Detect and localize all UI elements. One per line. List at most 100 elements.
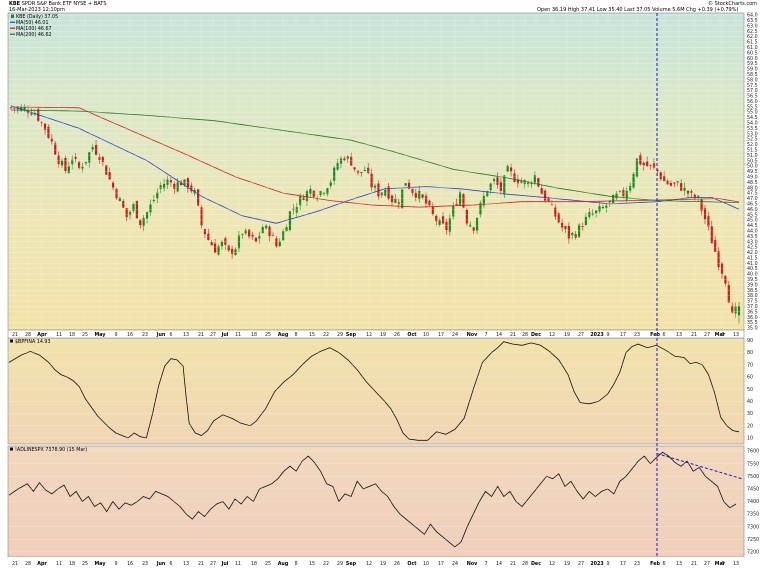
bottom-date-tick-label: 21 (691, 561, 697, 567)
candle-body (578, 224, 581, 238)
security-name: SPDR S&P Bank ETF (21, 1, 72, 7)
candle-body (288, 211, 292, 231)
candle-body (275, 238, 278, 247)
symbol: KBE (9, 1, 21, 7)
adline-tick-label: 7350 (747, 512, 759, 518)
bottom-date-tick-label: May (95, 561, 107, 567)
price-tick-label: 38.0 (747, 293, 758, 299)
ma200-line (10, 109, 740, 203)
candle-body (166, 179, 169, 185)
candle-body (380, 192, 383, 196)
candle-body (261, 227, 264, 234)
bottom-date-tick-label: 29 (337, 561, 343, 567)
adline-tick-label: 7200 (747, 550, 759, 556)
candle-body (101, 157, 104, 162)
candle-body (506, 165, 509, 172)
candle-body (499, 181, 502, 191)
candle-body (714, 239, 717, 252)
candle-body (564, 226, 567, 230)
candle-body (401, 189, 404, 208)
panel-3-background (7, 445, 745, 558)
date-tick-label: Dec (531, 332, 541, 338)
price-tick-label: 63.0 (747, 23, 758, 29)
price-legend-entry: MA(100) 46.67 (16, 26, 52, 32)
candle-body (30, 113, 33, 115)
date-tick-label: Oct (407, 332, 417, 338)
candle-body (526, 181, 530, 184)
candle-body (690, 191, 693, 193)
price-tick-label: 56.0 (747, 99, 758, 105)
bottom-date-tick-label: 28 (522, 561, 528, 567)
candle-body (237, 235, 241, 249)
date-tick-label: 29 (337, 332, 343, 338)
price-tick-label: 51.0 (747, 153, 758, 159)
candle-body (472, 227, 475, 231)
candle-body (125, 208, 128, 218)
date-tick-label: 18 (251, 332, 257, 338)
candle-body (43, 123, 47, 130)
candle-body (584, 216, 588, 226)
date-tick-label: 22 (323, 332, 329, 338)
candle-body (543, 190, 547, 201)
candle-body (639, 154, 642, 165)
bottom-date-tick-label: 9 (606, 561, 609, 567)
date-tick-label: Jun (156, 332, 166, 338)
bottom-date-tick-label: 17 (438, 561, 444, 567)
date-tick-label: 26 (394, 332, 400, 338)
adline-tick-label: 7300 (747, 524, 759, 530)
date-tick-label: 25 (82, 332, 88, 338)
candle-body (479, 202, 482, 215)
date-tick-label: 2023 (590, 332, 603, 338)
candle-body (601, 207, 605, 209)
candle-body (700, 199, 703, 211)
candle-body (77, 162, 81, 168)
candle-body (339, 158, 343, 164)
candle-body (16, 107, 19, 110)
candle-body (346, 156, 349, 159)
candle-body (683, 187, 686, 191)
bottom-date-tick-label: 23 (634, 561, 640, 567)
bottom-date-tick-label: 13 (183, 561, 189, 567)
bpfina-tick-label: 80 (747, 350, 753, 356)
ma50-line (10, 105, 740, 224)
price-tick-label: 60.0 (747, 56, 758, 62)
candle-body (309, 188, 312, 194)
price-tick-label: 41.5 (747, 255, 758, 261)
price-tick-label: 39.5 (747, 277, 758, 283)
date-tick-label: 10 (423, 332, 429, 338)
price-tick-label: 38.5 (747, 288, 758, 294)
price-legend-entry: MA(50) 46.01 (16, 20, 49, 26)
price-tick-label: 47.0 (747, 196, 758, 202)
bottom-date-tick-label: Jun (156, 561, 166, 567)
candle-body (686, 190, 690, 194)
bottom-date-tick-label: Aug (278, 561, 289, 567)
candle-body (74, 156, 77, 159)
bottom-date-tick-label: 23 (142, 561, 148, 567)
candle-body (149, 204, 152, 213)
candle-body (567, 225, 571, 239)
price-tick-label: 57.0 (747, 88, 758, 94)
candle-body (162, 183, 166, 189)
bottom-date-tick-label: 27 (210, 561, 216, 567)
candle-body (605, 205, 608, 208)
date-tick-label: 9 (606, 332, 609, 338)
candle-body (703, 208, 707, 220)
bottom-date-tick-label: 19 (564, 561, 570, 567)
candle-body (302, 197, 305, 200)
bpfina-tick-label: 20 (747, 423, 753, 429)
candle-body (118, 197, 121, 202)
candle-body (377, 183, 380, 197)
date-tick-label: 14 (496, 332, 502, 338)
candle-body (186, 178, 189, 189)
date-tick-label: 17 (620, 332, 626, 338)
date-tick-label: 11 (235, 332, 241, 338)
candle-body (469, 224, 472, 227)
candle-body (373, 185, 377, 189)
bottom-date-tick-label: 6 (721, 561, 724, 567)
date-tick-label: 11 (56, 332, 62, 338)
date-tick-label: 6 (662, 332, 665, 338)
bottom-date-tick-label: 28 (25, 561, 31, 567)
candle-body (513, 173, 516, 182)
candle-body (618, 190, 622, 192)
candle-body (197, 189, 200, 206)
